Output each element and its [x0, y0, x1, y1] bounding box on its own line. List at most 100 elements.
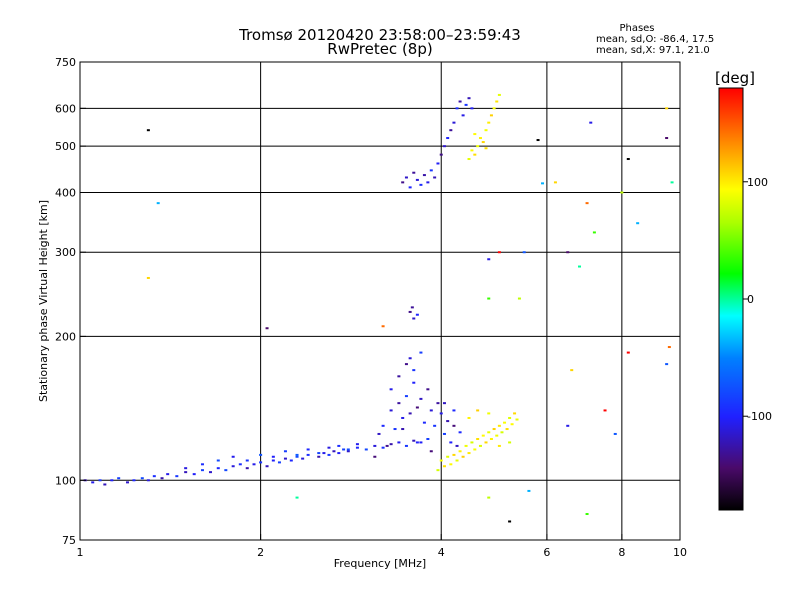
data-point-4-14 [449, 129, 453, 132]
data-point-4-16 [455, 107, 459, 110]
data-point-4-3 [412, 171, 416, 174]
y-tick-label-4: 400 [55, 186, 76, 199]
data-point-3-4 [449, 463, 453, 466]
data-point-6-15 [578, 265, 582, 268]
data-point-6-21 [620, 191, 624, 194]
data-point-0-2 [98, 479, 102, 482]
data-point-3-3 [446, 455, 450, 458]
colorbar-tick-label-0: 100 [747, 176, 768, 189]
data-point-3-21 [497, 424, 501, 427]
data-point-6-4 [295, 496, 299, 499]
data-point-5-13 [484, 147, 488, 150]
data-point-5-10 [495, 100, 499, 103]
data-point-6-1 [156, 202, 160, 205]
colorbar-tick-label-2: -100 [747, 410, 772, 423]
data-point-0-45 [397, 441, 401, 444]
data-point-5-9 [492, 107, 496, 110]
data-point-5-6 [484, 129, 488, 132]
data-point-0-24 [259, 461, 263, 464]
data-point-0-9 [146, 479, 150, 482]
chart-title: Tromsø 20120420 23:58:00–23:59:43 [238, 26, 521, 44]
data-point-6-2 [146, 276, 150, 279]
data-point-3-16 [484, 441, 488, 444]
data-point-4-8 [429, 169, 433, 172]
data-point-0-28 [283, 457, 287, 460]
data-point-2-35 [452, 409, 456, 412]
data-point-0-35 [327, 453, 331, 456]
data-point-3-26 [510, 423, 514, 426]
data-point-0-34 [322, 452, 326, 455]
y-axis-ticks: 75 100 200 300 400 500 600 750 [55, 56, 86, 547]
data-point-2-8 [404, 395, 408, 398]
data-point-6-3 [265, 327, 269, 330]
x-axis-ticks: 1 2 4 6 8 10 [77, 534, 687, 559]
data-point-0-7 [132, 479, 136, 482]
data-point-1-8 [295, 453, 299, 456]
data-point-1-14 [355, 443, 359, 446]
data-point-3-31 [487, 412, 491, 415]
data-point-6-31 [665, 363, 669, 366]
data-point-5-1 [470, 149, 474, 152]
data-point-6-13 [553, 181, 557, 184]
data-point-6-32 [487, 496, 491, 499]
data-point-0-18 [216, 467, 220, 470]
data-point-4-1 [404, 176, 408, 179]
data-point-6-11 [536, 139, 540, 142]
data-point-2-6 [397, 402, 401, 405]
data-point-4-20 [467, 97, 471, 100]
data-point-2-2 [381, 424, 385, 427]
data-point-1-3 [231, 455, 235, 458]
data-point-2-26 [408, 357, 412, 360]
data-points [83, 93, 674, 523]
plot-frame [79, 61, 681, 541]
data-point-0-30 [295, 455, 299, 458]
data-point-1-5 [259, 453, 263, 456]
data-point-0-25 [265, 465, 269, 468]
data-point-6-0 [146, 129, 150, 132]
data-point-0-29 [289, 459, 293, 462]
data-point-4-19 [464, 103, 468, 106]
data-point-1-2 [216, 459, 220, 462]
data-point-2-12 [419, 397, 423, 400]
colorbar [718, 87, 744, 511]
data-point-0-31 [301, 457, 305, 460]
data-point-2-29 [389, 388, 393, 391]
data-point-6-7 [487, 297, 491, 300]
data-point-5-0 [467, 158, 471, 161]
x-tick-label-2: 4 [438, 546, 445, 559]
series-1 [184, 443, 359, 470]
data-point-2-32 [415, 441, 419, 444]
data-point-4-22 [408, 310, 412, 313]
data-point-6-34 [527, 489, 531, 492]
x-tick-label-1: 2 [257, 546, 264, 559]
data-point-0-8 [140, 477, 144, 480]
y-tick-label-2: 200 [55, 330, 76, 343]
y-tick-label-1: 100 [55, 474, 76, 487]
series-4 [401, 97, 474, 320]
data-point-2-9 [408, 412, 412, 415]
data-point-6-20 [613, 432, 617, 435]
data-point-0-12 [166, 473, 170, 476]
data-point-4-25 [410, 306, 414, 309]
data-point-6-12 [541, 182, 545, 185]
data-point-6-14 [566, 251, 570, 254]
data-point-4-7 [426, 181, 430, 184]
data-point-2-31 [401, 428, 405, 431]
data-point-0-48 [419, 441, 423, 444]
data-point-3-32 [497, 444, 501, 447]
data-point-2-17 [436, 402, 440, 405]
data-point-0-23 [252, 463, 256, 466]
data-point-2-33 [429, 450, 433, 453]
data-point-0-20 [231, 465, 235, 468]
data-point-6-33 [508, 520, 512, 523]
data-point-2-13 [422, 421, 426, 424]
series-2 [373, 351, 462, 458]
series-3 [436, 409, 519, 472]
data-point-6-28 [566, 424, 570, 427]
data-point-0-33 [317, 455, 321, 458]
data-point-4-6 [422, 174, 426, 177]
data-point-1-9 [306, 448, 310, 451]
y-axis-label: Stationary phase Virtual Height [km] [37, 200, 50, 402]
data-point-6-8 [497, 251, 501, 254]
data-point-0-4 [110, 479, 114, 482]
